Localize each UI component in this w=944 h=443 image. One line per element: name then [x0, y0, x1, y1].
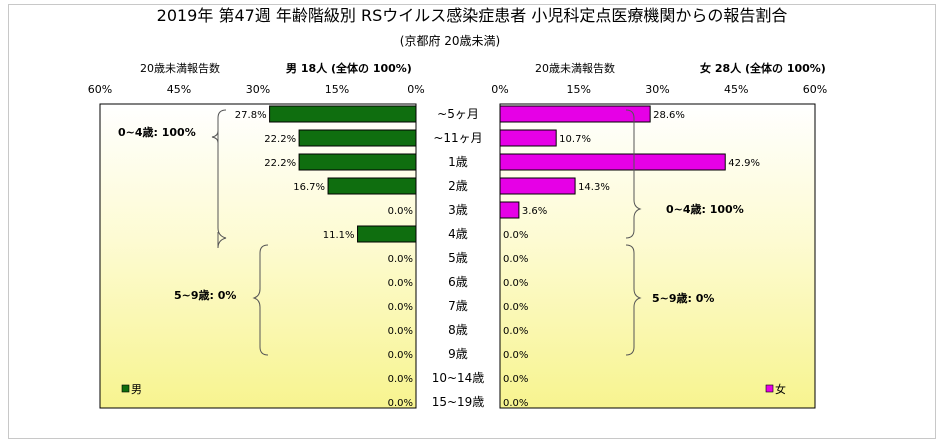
male-bar — [298, 153, 417, 171]
category-label: 8歳 — [448, 323, 468, 337]
male-value-label: 0.0% — [388, 374, 413, 385]
male-bar — [327, 177, 417, 195]
right-legend-label: 女 — [775, 382, 786, 396]
category-label: 3歳 — [448, 203, 468, 217]
female-value-label: 0.0% — [503, 302, 528, 313]
female-value-label: 0.0% — [503, 350, 528, 361]
category-label: 6歳 — [448, 275, 468, 289]
female-value-label: 0.0% — [503, 278, 528, 289]
female-value-label: 28.6% — [653, 110, 685, 121]
male-value-label: 0.0% — [388, 206, 413, 217]
male-value-label: 27.8% — [235, 110, 267, 121]
male-value-label: 0.0% — [388, 278, 413, 289]
right-axis-tick-label: 60% — [803, 83, 827, 96]
female-value-label: 10.7% — [559, 134, 591, 145]
right-axis-tick-label: 0% — [491, 83, 508, 96]
male-bar — [357, 225, 417, 243]
left-group-label-5-9: 5~9歳: 0% — [174, 288, 236, 302]
right-axis-tick-label: 45% — [724, 83, 748, 96]
right-group-label-5-9: 5~9歳: 0% — [652, 291, 714, 305]
left-legend-swatch — [121, 384, 130, 393]
right-axis-tick-label: 15% — [567, 83, 591, 96]
category-label: ~11ヶ月 — [433, 131, 482, 145]
left-axis-caption: 20歳未満報告数 — [140, 62, 220, 75]
male-value-label: 0.0% — [388, 326, 413, 337]
chart-title: 2019年 第47週 年齢階級別 RSウイルス感染症患者 小児科定点医療機関から… — [157, 6, 788, 25]
left-axis-tick-label: 15% — [325, 83, 349, 96]
female-value-label: 14.3% — [578, 182, 610, 193]
male-bar — [298, 129, 417, 147]
male-value-label: 16.7% — [293, 182, 325, 193]
right-brace-0-4 — [625, 109, 642, 239]
female-value-label: 0.0% — [503, 230, 528, 241]
left-group-label-0-4: 0~4歳: 100% — [118, 125, 196, 139]
category-label: 4歳 — [448, 227, 468, 241]
male-value-label: 11.1% — [323, 230, 355, 241]
left-brace-0-4 — [211, 109, 227, 249]
left-plot-area — [99, 103, 417, 409]
right-plot-area — [499, 103, 816, 409]
right-axis-caption: 20歳未満報告数 — [535, 62, 615, 75]
category-label: 5歳 — [448, 251, 468, 265]
female-value-label: 0.0% — [503, 374, 528, 385]
left-axis-tick-label: 60% — [88, 83, 112, 96]
category-label: 15~19歳 — [432, 395, 485, 409]
male-value-label: 0.0% — [388, 350, 413, 361]
left-axis-tick-label: 30% — [246, 83, 270, 96]
chart-subtitle: (京都府 20歳未満) — [400, 33, 500, 48]
male-value-label: 22.2% — [264, 158, 296, 169]
male-value-label: 0.0% — [388, 254, 413, 265]
left-legend-label: 男 — [131, 383, 142, 396]
female-bar — [499, 129, 557, 147]
female-value-label: 0.0% — [503, 254, 528, 265]
left-axis-tick-label: 0% — [407, 83, 424, 96]
right-group-label-0-4: 0~4歳: 100% — [666, 202, 744, 216]
male-value-label: 22.2% — [264, 134, 296, 145]
female-bar — [499, 177, 576, 195]
right-panel-header: 女 28人 (全体の 100%) — [700, 61, 826, 75]
category-label: 2歳 — [448, 179, 468, 193]
category-label: ~5ヶ月 — [437, 107, 479, 121]
female-bar — [499, 105, 651, 123]
category-label: 10~14歳 — [432, 371, 485, 385]
female-value-label: 42.9% — [728, 158, 760, 169]
category-label: 1歳 — [448, 155, 468, 169]
category-label: 9歳 — [448, 347, 468, 361]
right-brace-5-9 — [625, 244, 642, 356]
female-value-label: 3.6% — [522, 206, 547, 217]
right-legend-swatch — [765, 384, 774, 393]
right-axis-tick-label: 30% — [645, 83, 669, 96]
female-bar — [499, 201, 520, 219]
female-bar — [499, 153, 726, 171]
left-brace-5-9 — [252, 244, 269, 356]
female-value-label: 0.0% — [503, 398, 528, 409]
male-value-label: 0.0% — [388, 302, 413, 313]
male-bar — [269, 105, 417, 123]
left-axis-tick-label: 45% — [167, 83, 191, 96]
female-value-label: 0.0% — [503, 326, 528, 337]
left-panel-header: 男 18人 (全体の 100%) — [286, 61, 412, 75]
category-label: 7歳 — [448, 299, 468, 313]
male-value-label: 0.0% — [388, 398, 413, 409]
